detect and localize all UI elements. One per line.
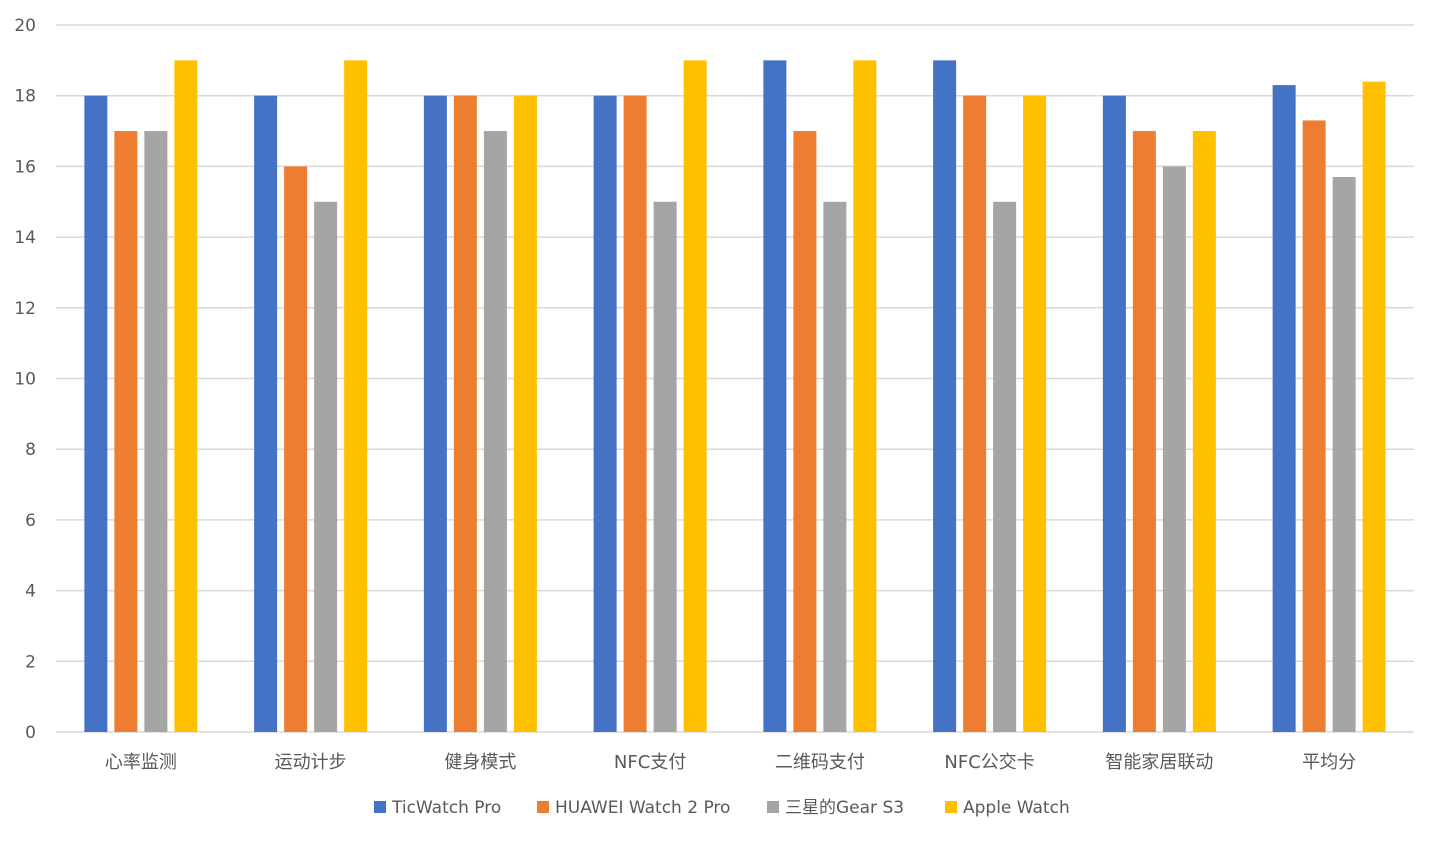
legend-swatch — [945, 801, 957, 813]
bar-1-6 — [933, 60, 957, 733]
bar-2-1 — [114, 131, 138, 733]
x-tick-label: 心率监测 — [105, 752, 177, 773]
bar-4-8 — [1362, 81, 1386, 732]
x-tick-label: NFC支付 — [614, 752, 686, 773]
legend-label: TicWatch Pro — [391, 798, 501, 818]
y-tick-label: 4 — [25, 582, 36, 602]
legend-label: HUAWEI Watch 2 Pro — [555, 798, 730, 818]
bar-4-2 — [344, 60, 368, 733]
bar-2-5 — [793, 131, 817, 733]
bar-4-7 — [1192, 131, 1216, 733]
bar-3-6 — [993, 201, 1017, 732]
y-tick-label: 8 — [25, 440, 36, 460]
bar-3-3 — [483, 131, 507, 733]
legend-swatch — [374, 801, 386, 813]
y-tick-label: 6 — [25, 511, 36, 531]
x-tick-label: 二维码支付 — [775, 752, 865, 773]
bar-1-3 — [423, 95, 447, 732]
legend-label: Apple Watch — [963, 798, 1070, 818]
bar-4-6 — [1023, 95, 1047, 732]
x-axis-tick-labels: 心率监测 运动计步 健身模式 NFC支付 二维码支付 NFC公交卡 智能家居联动 平均分 — [105, 752, 1356, 773]
x-tick-label: 智能家居联动 — [1105, 752, 1213, 773]
y-tick-label: 0 — [25, 723, 36, 743]
x-tick-label: 平均分 — [1302, 752, 1356, 773]
legend-swatch — [767, 801, 779, 813]
bars — [84, 60, 1386, 733]
y-tick-label: 14 — [14, 228, 36, 248]
y-tick-label: 16 — [14, 157, 36, 177]
bar-1-8 — [1272, 85, 1296, 733]
bar-3-1 — [144, 131, 168, 733]
y-tick-label: 18 — [14, 87, 36, 107]
bar-3-7 — [1162, 166, 1186, 732]
y-tick-label: 2 — [25, 652, 36, 672]
legend-label: 三星的Gear S3 — [785, 798, 904, 818]
bar-1-7 — [1102, 95, 1126, 732]
x-tick-label: 健身模式 — [444, 752, 516, 773]
bar-1-4 — [593, 95, 617, 732]
bar-1-5 — [763, 60, 787, 733]
bar-2-8 — [1302, 120, 1326, 732]
y-tick-label: 10 — [14, 370, 36, 390]
bar-4-3 — [513, 95, 537, 732]
bar-4-4 — [683, 60, 707, 733]
bar-3-5 — [823, 201, 847, 732]
y-tick-label: 12 — [14, 299, 36, 319]
bar-4-5 — [853, 60, 877, 733]
bar-2-6 — [963, 95, 987, 732]
bar-2-2 — [284, 166, 308, 732]
bar-4-1 — [174, 60, 198, 733]
bar-1-1 — [84, 95, 108, 732]
x-tick-label: NFC公交卡 — [944, 752, 1034, 773]
bar-3-8 — [1332, 177, 1356, 732]
bar-1-2 — [254, 95, 278, 732]
bar-3-2 — [314, 201, 338, 732]
legend-swatch — [537, 801, 549, 813]
y-axis-tick-labels: 0 2 4 6 8 10 12 14 16 18 20 — [14, 16, 36, 743]
bar-2-7 — [1132, 131, 1156, 733]
bar-2-3 — [453, 95, 477, 732]
bar-3-4 — [653, 201, 677, 732]
y-tick-label: 20 — [14, 16, 36, 36]
x-tick-label: 运动计步 — [275, 752, 347, 773]
bar-2-4 — [623, 95, 647, 732]
gridlines — [56, 24, 1414, 733]
legend: TicWatch Pro HUAWEI Watch 2 Pro 三星的Gear S3… — [374, 798, 1070, 818]
